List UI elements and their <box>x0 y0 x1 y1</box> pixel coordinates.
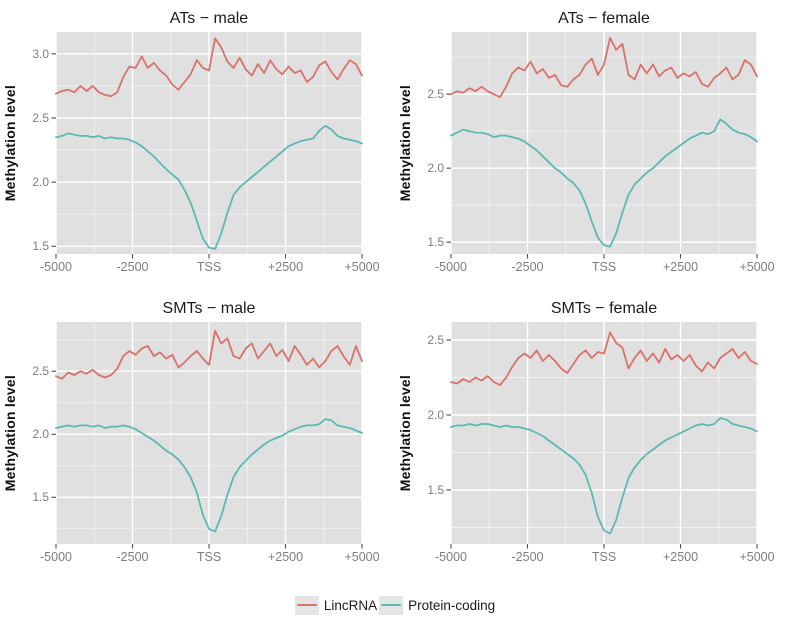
panel-title: SMTs − male <box>162 300 256 317</box>
legend-label: Protein-coding <box>408 597 496 613</box>
x-tick-label: +2500 <box>267 550 304 564</box>
legend-key-lincrna <box>294 595 319 615</box>
x-tick-label: +2500 <box>662 260 699 274</box>
y-axis-label: Methylation level <box>397 374 413 492</box>
x-tick-label: -5000 <box>435 550 467 564</box>
x-tick-label: TSS <box>196 260 222 274</box>
y-tick-label: 2.0 <box>427 408 444 422</box>
y-tick-label: 1.5 <box>32 490 49 505</box>
y-axis-label: Methylation level <box>2 374 18 492</box>
plot-wrap: Methylation level 1.5 2.0 2.5 <box>395 32 790 259</box>
x-tick-label: +5000 <box>344 260 380 274</box>
legend-key-protein-coding <box>379 595 404 615</box>
y-tick-label: 1.5 <box>427 235 444 250</box>
x-tick-label: +5000 <box>739 260 775 274</box>
x-axis-ticks: -5000 -2500 TSS +2500 +5000 <box>435 544 775 566</box>
legend-label: LincRNA <box>323 597 378 613</box>
series-line-protein-coding <box>55 124 363 250</box>
series-line-protein-coding <box>450 417 758 535</box>
legend-item-protein-coding: Protein-coding <box>379 595 496 615</box>
panel-title: SMTs − female <box>550 300 658 317</box>
x-axis-ticks: -5000 -2500 TSS +2500 +5000 <box>435 254 775 276</box>
y-tick-label: 1.5 <box>32 239 49 254</box>
x-tick-label: TSS <box>196 550 222 564</box>
lincrna-line-swatch <box>296 603 317 607</box>
y-axis-ticks: 1.5 2.0 2.5 <box>415 322 451 544</box>
panel-ats-female: ATs − female Methylation level 1.5 2.0 2.5… <box>395 0 790 290</box>
y-axis-ticks: 1.5 2.0 2.5 <box>415 32 451 254</box>
panel-ats-male: ATs − male Methylation level 1.5 2.0 2.5 3.… <box>0 0 395 290</box>
series-line-protein-coding <box>55 418 363 533</box>
panel-smts-female: SMTs − female Methylation level 1.5 2.0 2.… <box>395 290 790 580</box>
x-tick-label: -2500 <box>116 550 149 564</box>
y-tick-label: 2.5 <box>32 110 49 125</box>
x-tick-label: +5000 <box>739 550 775 564</box>
x-tick-label: -2500 <box>511 550 544 564</box>
series-line-lincrna <box>450 331 758 386</box>
y-tick-label: 1.5 <box>427 483 444 497</box>
x-tick-label: -5000 <box>40 260 72 274</box>
x-tick-label: +2500 <box>662 550 699 564</box>
y-axis-label: Methylation level <box>2 84 18 202</box>
x-tick-label: -5000 <box>40 550 72 564</box>
plot-wrap: Methylation level 1.5 2.0 2.5 3.0 <box>0 32 395 259</box>
x-tick-label: -2500 <box>511 260 544 274</box>
legend: LincRNA Protein-coding <box>0 580 790 630</box>
plot-area <box>446 32 758 259</box>
series-line-lincrna <box>55 37 363 98</box>
series-line-lincrna <box>55 329 363 380</box>
plot-area <box>51 322 363 549</box>
x-tick-label: +5000 <box>344 550 380 564</box>
panel-title: ATs − male <box>169 10 249 27</box>
y-tick-label: 3.0 <box>32 46 49 61</box>
y-tick-label: 2.0 <box>427 161 444 176</box>
plot-wrap: Methylation level 1.5 2.0 2.5 <box>0 322 395 549</box>
x-tick-label: +2500 <box>267 260 304 274</box>
plot-area <box>51 32 363 259</box>
legend-item-lincrna: LincRNA <box>294 595 378 615</box>
series-line-protein-coding <box>450 118 758 248</box>
series-line-lincrna <box>450 37 758 98</box>
y-tick-label: 2.5 <box>427 87 444 102</box>
y-tick-label: 2.5 <box>32 364 49 379</box>
y-tick-label: 2.5 <box>427 333 444 347</box>
protein-coding-line-swatch <box>381 603 402 607</box>
x-tick-label: TSS <box>591 260 617 274</box>
y-tick-label: 2.0 <box>32 175 49 190</box>
plot-area <box>446 322 758 549</box>
y-tick-label: 2.0 <box>32 427 49 442</box>
x-axis-ticks: -5000 -2500 TSS +2500 +5000 <box>40 544 380 566</box>
y-axis-ticks: 1.5 2.0 2.5 3.0 <box>20 32 56 254</box>
y-axis-ticks: 1.5 2.0 2.5 <box>20 322 56 544</box>
x-tick-label: -2500 <box>116 260 149 274</box>
y-axis-label: Methylation level <box>397 84 413 202</box>
panel-smts-male: SMTs − male Methylation level 1.5 2.0 2.5 … <box>0 290 395 580</box>
x-axis-ticks: -5000 -2500 TSS +2500 +5000 <box>40 254 380 276</box>
x-tick-label: -5000 <box>435 260 467 274</box>
x-tick-label: TSS <box>591 550 617 564</box>
panel-title: ATs − female <box>558 10 650 27</box>
plot-wrap: Methylation level 1.5 2.0 2.5 <box>395 322 790 549</box>
